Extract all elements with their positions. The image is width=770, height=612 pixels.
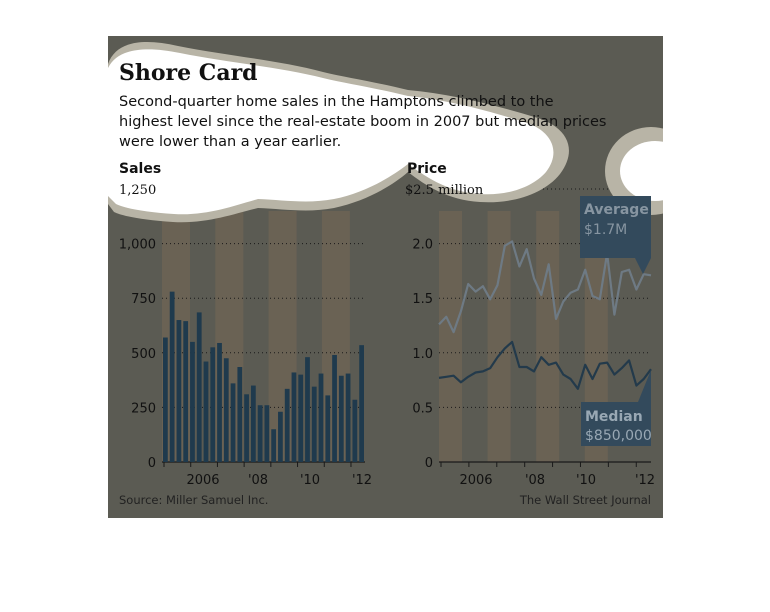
y-tick-labels: 0 250 500 750 1,000 0 0.5 1.0 1.5 2.0 bbox=[119, 238, 433, 471]
average-callout-box bbox=[580, 196, 651, 274]
y-tick-label: 1.5 bbox=[412, 292, 433, 307]
y-tick-label: 1,000 bbox=[119, 238, 156, 253]
sales-bar bbox=[257, 405, 263, 462]
blob-ring-fill bbox=[620, 141, 663, 201]
median-price-line bbox=[438, 340, 652, 390]
sales-bar bbox=[345, 373, 351, 462]
credit-note: The Wall Street Journal bbox=[519, 493, 651, 507]
y-tick-label: 500 bbox=[131, 347, 156, 362]
sales-bar bbox=[325, 395, 331, 462]
sales-bars bbox=[163, 291, 364, 462]
subtitle-line-1: Second-quarter home sales in the Hampton… bbox=[119, 94, 554, 110]
x-tick-label: 2006 bbox=[186, 473, 219, 488]
sales-bar bbox=[217, 342, 222, 462]
subtitle-line-3: were lower than a year earlier. bbox=[119, 134, 341, 150]
sales-bar bbox=[169, 291, 175, 462]
price-header: Price bbox=[407, 161, 447, 177]
sales-bar bbox=[163, 337, 168, 462]
chart-title: Shore Card bbox=[119, 60, 258, 86]
sales-bar bbox=[284, 388, 290, 462]
average-callout-name: Average bbox=[584, 202, 649, 218]
sales-bar bbox=[223, 358, 229, 462]
sales-bar bbox=[203, 361, 209, 462]
y-tick-label: 1.0 bbox=[412, 347, 433, 362]
y-tick-label: 750 bbox=[131, 292, 156, 307]
sales-bar bbox=[237, 366, 243, 462]
sales-bar bbox=[183, 321, 189, 462]
sales-bar bbox=[311, 386, 317, 462]
median-callout: Median $850,000 bbox=[581, 370, 652, 446]
x-tick-labels: 2006 '08 '10 '12 2006 '08 '10 '12 bbox=[163, 462, 655, 488]
sales-bar bbox=[332, 354, 337, 462]
x-tick-label: '10 bbox=[300, 473, 320, 488]
median-callout-value: $850,000 bbox=[585, 428, 652, 444]
sales-bar bbox=[190, 341, 195, 462]
subtitle-line-2: highest level since the real-estate boom… bbox=[119, 114, 606, 130]
x-tick-label: '10 bbox=[576, 473, 596, 488]
median-callout-box bbox=[581, 370, 651, 446]
sales-header: Sales bbox=[119, 161, 161, 177]
sales-bar bbox=[250, 385, 256, 462]
sales-bar bbox=[196, 312, 202, 462]
y-tick-label: 0 bbox=[425, 456, 433, 471]
blob-fill bbox=[108, 49, 554, 215]
sales-bar bbox=[298, 374, 304, 462]
x-tick-label: '08 bbox=[525, 473, 545, 488]
source-note: Source: Miller Samuel Inc. bbox=[119, 493, 268, 507]
y-tick-label: 2.0 bbox=[412, 238, 433, 253]
sales-bar bbox=[244, 394, 249, 462]
x-tick-label: '12 bbox=[352, 473, 372, 488]
sales-top-tick: 1,250 bbox=[119, 183, 156, 198]
sales-bar bbox=[352, 399, 358, 462]
year-band bbox=[439, 211, 462, 462]
y-tick-label: 0 bbox=[148, 456, 156, 471]
median-callout-name: Median bbox=[585, 409, 643, 425]
sales-bar bbox=[291, 372, 297, 462]
sales-bar bbox=[210, 347, 216, 462]
price-lines bbox=[438, 240, 652, 390]
year-band bbox=[536, 211, 560, 462]
average-callout-value: $1.7M bbox=[584, 222, 627, 238]
sales-bar bbox=[305, 357, 310, 462]
chart-graphic: Shore Card Second-quarter home sales in … bbox=[108, 36, 663, 518]
sales-bar bbox=[318, 373, 324, 462]
average-callout: Average $1.7M bbox=[580, 196, 651, 274]
sales-bar bbox=[264, 405, 270, 462]
x-tick-label: '12 bbox=[635, 473, 655, 488]
price-top-tick: $2.5 million bbox=[405, 183, 484, 198]
chart-svg: Shore Card Second-quarter home sales in … bbox=[108, 36, 663, 518]
sales-bar bbox=[271, 429, 277, 462]
x-tick-label: '08 bbox=[248, 473, 268, 488]
sales-bar bbox=[338, 375, 344, 462]
average-price-line bbox=[438, 240, 652, 334]
y-tick-label: 0.5 bbox=[412, 401, 433, 416]
sales-bar bbox=[176, 320, 182, 462]
year-band bbox=[584, 211, 608, 462]
sales-bar bbox=[278, 411, 283, 462]
sales-bar bbox=[359, 345, 364, 462]
sales-bar bbox=[230, 383, 236, 462]
x-tick-label: 2006 bbox=[459, 473, 492, 488]
y-tick-label: 250 bbox=[131, 401, 156, 416]
white-blob-overlay bbox=[108, 41, 663, 223]
year-band bbox=[487, 211, 511, 462]
